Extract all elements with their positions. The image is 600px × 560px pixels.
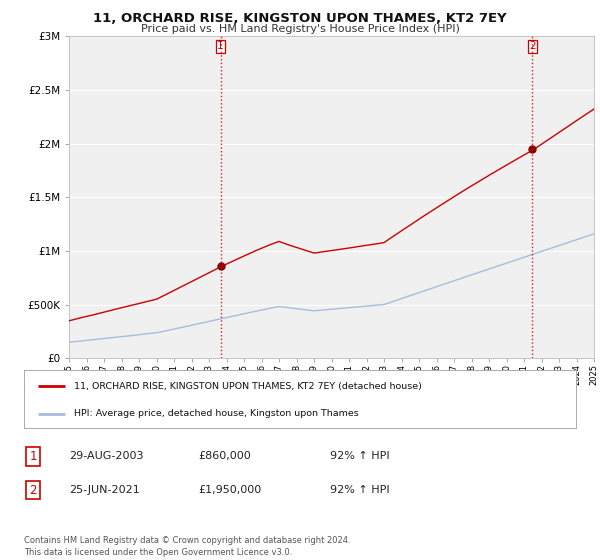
Text: £860,000: £860,000 xyxy=(198,451,251,461)
Text: 2: 2 xyxy=(29,483,37,497)
Text: HPI: Average price, detached house, Kingston upon Thames: HPI: Average price, detached house, King… xyxy=(74,409,358,418)
Text: 92% ↑ HPI: 92% ↑ HPI xyxy=(330,451,389,461)
Text: 11, ORCHARD RISE, KINGSTON UPON THAMES, KT2 7EY: 11, ORCHARD RISE, KINGSTON UPON THAMES, … xyxy=(93,12,507,25)
Text: Contains HM Land Registry data © Crown copyright and database right 2024.
This d: Contains HM Land Registry data © Crown c… xyxy=(24,536,350,557)
Text: 25-JUN-2021: 25-JUN-2021 xyxy=(69,485,140,495)
Text: 92% ↑ HPI: 92% ↑ HPI xyxy=(330,485,389,495)
Text: £1,950,000: £1,950,000 xyxy=(198,485,261,495)
Text: 11, ORCHARD RISE, KINGSTON UPON THAMES, KT2 7EY (detached house): 11, ORCHARD RISE, KINGSTON UPON THAMES, … xyxy=(74,381,422,390)
Text: 1: 1 xyxy=(217,41,224,51)
Text: 1: 1 xyxy=(29,450,37,463)
Text: Price paid vs. HM Land Registry's House Price Index (HPI): Price paid vs. HM Land Registry's House … xyxy=(140,24,460,34)
Text: 2: 2 xyxy=(529,41,536,51)
Text: 29-AUG-2003: 29-AUG-2003 xyxy=(69,451,143,461)
